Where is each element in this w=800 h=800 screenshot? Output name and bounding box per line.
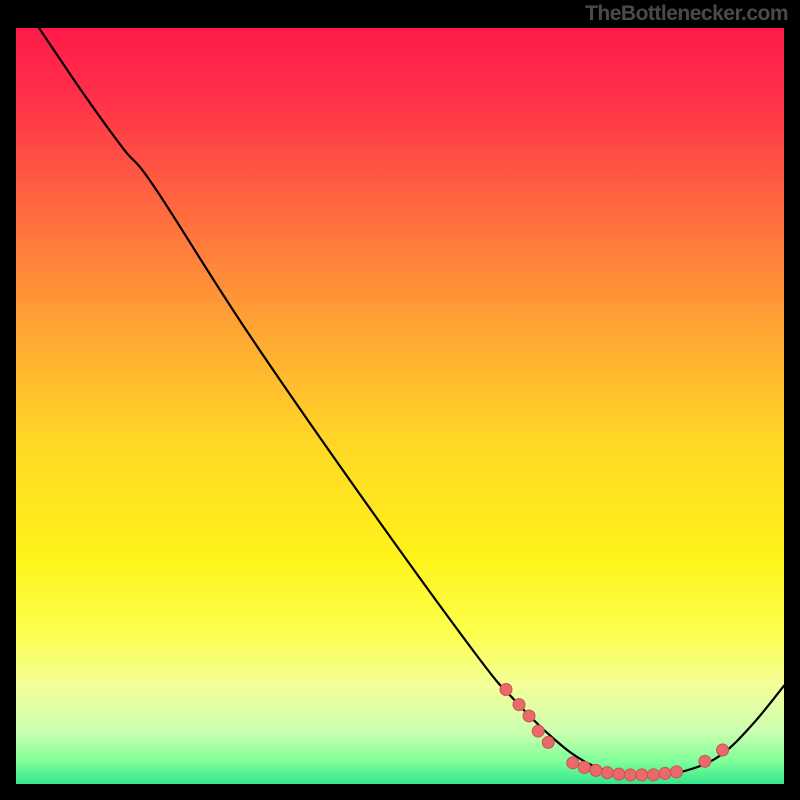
curve-layer <box>16 28 784 784</box>
curve-marker <box>532 725 544 737</box>
curve-marker <box>542 736 554 748</box>
curve-marker <box>624 769 636 781</box>
watermark-text: TheBottlenecker.com <box>585 2 788 26</box>
curve-marker <box>613 768 625 780</box>
curve-marker <box>670 766 682 778</box>
curve-marker <box>717 744 729 756</box>
curve-marker <box>513 699 525 711</box>
curve-marker <box>601 767 613 779</box>
plot-area <box>16 28 784 784</box>
curve-marker <box>636 769 648 781</box>
curve-marker <box>699 755 711 767</box>
curve-marker <box>578 761 590 773</box>
curve-marker <box>500 684 512 696</box>
bottleneck-curve <box>39 28 784 777</box>
curve-marker <box>659 767 671 779</box>
curve-marker <box>590 764 602 776</box>
chart-container: TheBottlenecker.com <box>0 0 800 800</box>
curve-marker <box>567 757 579 769</box>
curve-markers <box>500 684 729 781</box>
curve-marker <box>647 769 659 781</box>
curve-marker <box>523 710 535 722</box>
